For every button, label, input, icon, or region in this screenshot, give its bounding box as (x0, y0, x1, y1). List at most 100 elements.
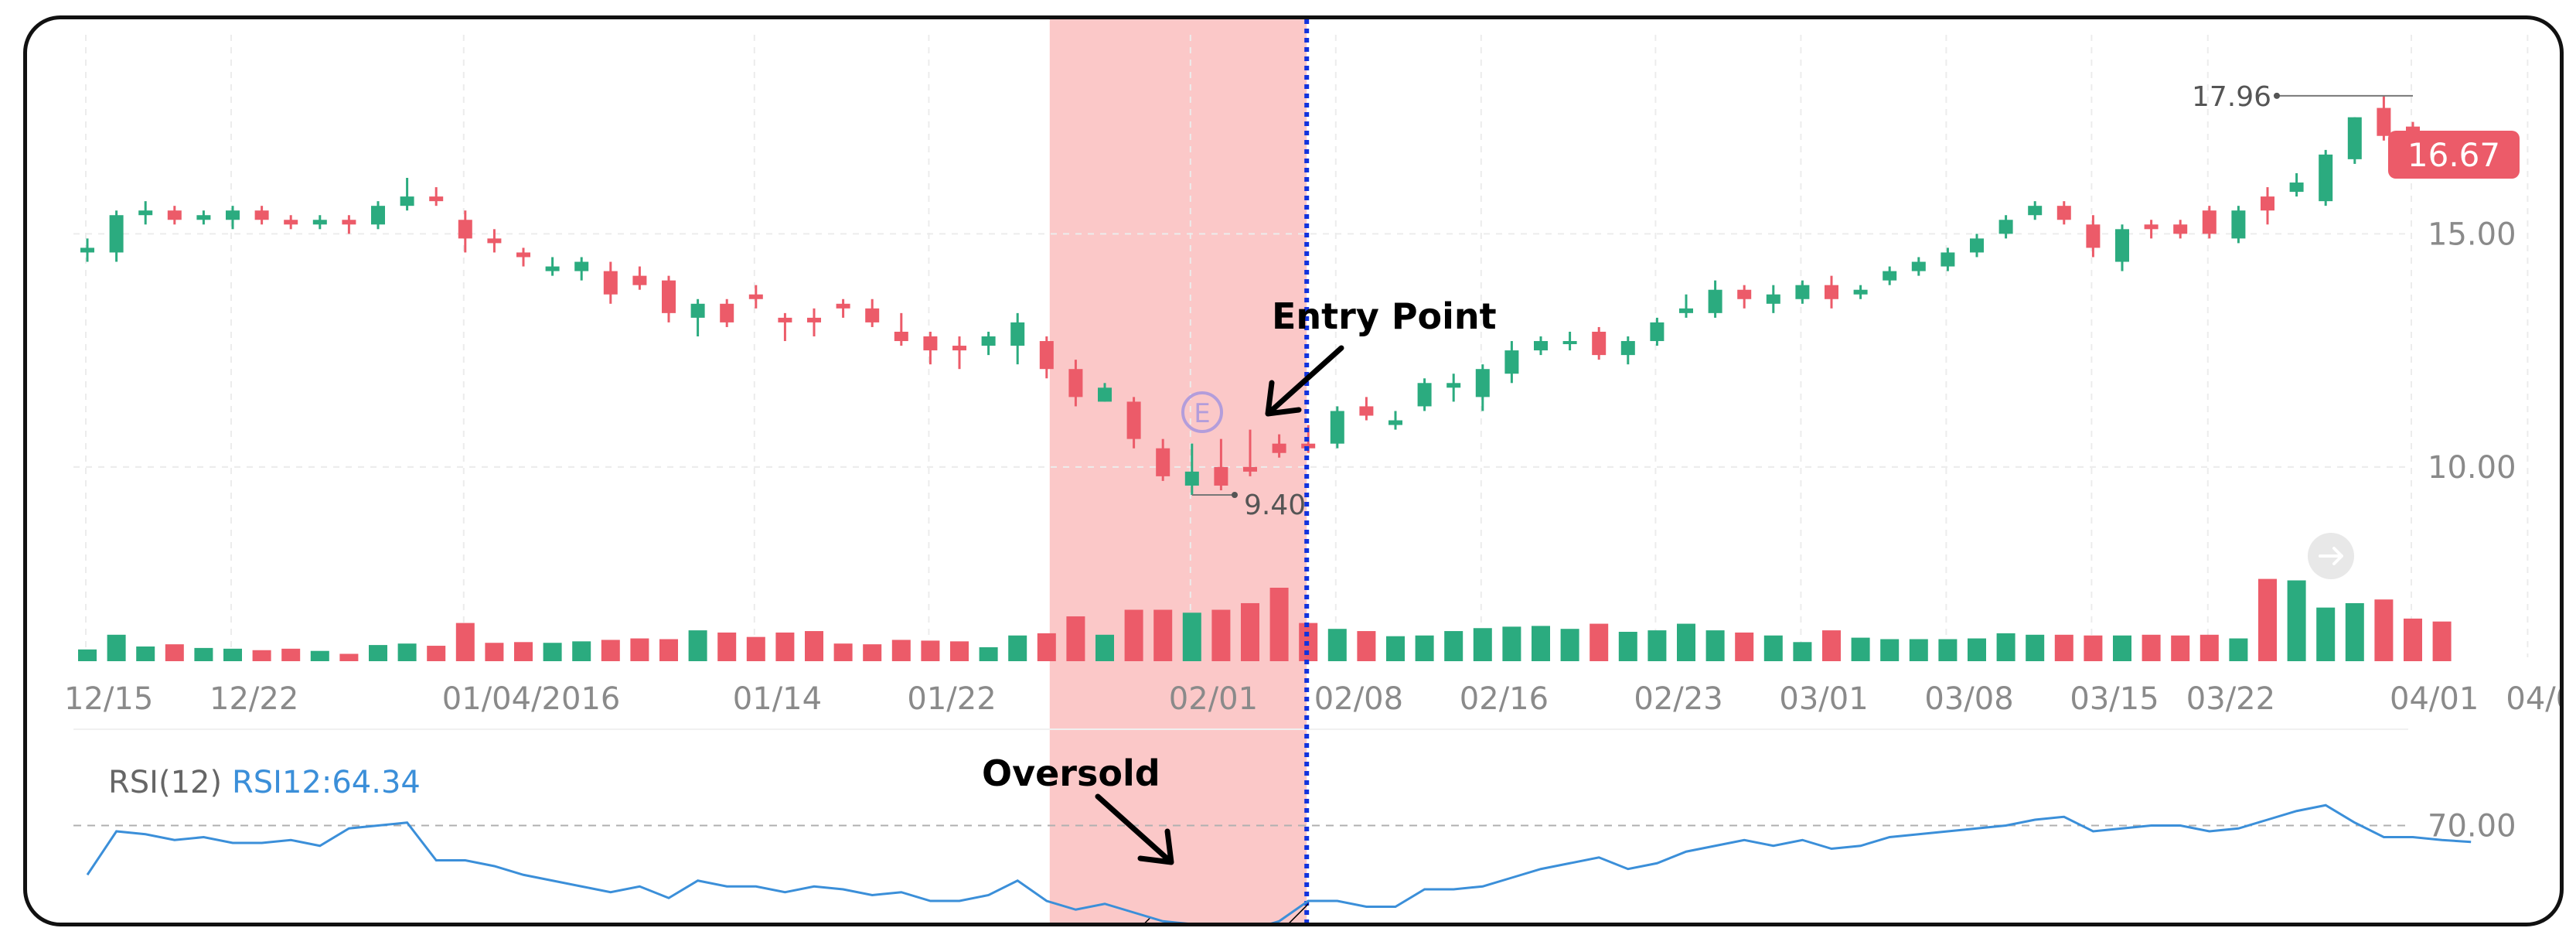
volume-bar (833, 643, 853, 661)
earnings-marker-circle[interactable] (1181, 391, 1223, 433)
date-tick-label: 02/16 (1460, 681, 1549, 717)
candle-body (1156, 448, 1170, 476)
volume-bar (2084, 635, 2103, 661)
candle-body (516, 252, 530, 258)
candle-body (1998, 220, 2013, 234)
candle-body (1330, 411, 1344, 444)
arrow-right-icon[interactable] (2319, 547, 2343, 565)
volume-bar (1532, 626, 1550, 661)
volume-bar (1822, 630, 1841, 661)
candle-body (748, 294, 763, 299)
candle-body (342, 220, 356, 225)
volume-bar (1938, 639, 1958, 661)
volume-bar (543, 643, 562, 661)
volume-bar (2316, 607, 2336, 661)
volume-bar (1968, 638, 1986, 661)
earnings-marker-letter[interactable]: E (1194, 398, 1210, 429)
volume-bar (2345, 602, 2364, 661)
volume-bar (2199, 634, 2219, 661)
high-price-marker: 17.96 (2192, 81, 2271, 113)
candle-body (1650, 322, 1665, 342)
candle-body (1853, 289, 1868, 295)
volume-bar (1066, 616, 1085, 661)
volume-bar (1677, 623, 1695, 661)
date-tick-label: 03/08 (1924, 681, 2013, 717)
price-tick-label: 15.00 (2428, 217, 2516, 252)
candle-body (894, 331, 908, 342)
volume-bar (1705, 630, 1725, 661)
rsi-line (86, 803, 2472, 923)
candle-body (720, 303, 734, 322)
volume-bar (601, 640, 620, 661)
volume-bar (863, 644, 882, 661)
candle-body (371, 206, 385, 225)
volume-bar (1444, 631, 1463, 661)
candle-body (1534, 341, 1548, 351)
candle-body (400, 196, 414, 206)
candle-body (1883, 271, 1897, 281)
oversold-arrow (1095, 793, 1174, 865)
candle-body (2231, 210, 2246, 239)
rsi-layer (73, 803, 2472, 923)
volume-bar (1909, 639, 1928, 661)
candle-body (2377, 107, 2391, 136)
volume-bar (1560, 629, 1579, 661)
volume-bar (252, 650, 271, 661)
volume-bar (339, 653, 359, 661)
candle-body (807, 317, 821, 322)
candle-body (1620, 341, 1635, 356)
volume-bar (1996, 633, 2015, 661)
candle-body (1243, 466, 1257, 472)
volume-bar (1241, 602, 1259, 661)
volume-bar (2171, 635, 2190, 661)
candle-layer (80, 19, 2449, 923)
candle-body (196, 215, 211, 220)
volume-bar (310, 650, 329, 661)
volume-bar (1037, 633, 1056, 661)
chart-frame: 10.00 15.00 12/15 12/22 01/04/2016 01/14 01/22… (23, 15, 2564, 926)
candle-body (1825, 285, 1838, 299)
date-tick-label: 01/22 (907, 681, 996, 717)
candle-body (167, 210, 182, 220)
candle-body (1098, 387, 1112, 402)
candle-body (836, 303, 850, 309)
candle-body (1679, 308, 1693, 313)
volume-bar (746, 636, 765, 661)
candle-body (2289, 183, 2304, 193)
candle-body (2319, 154, 2333, 202)
last-price-badge: 16.67 (2388, 131, 2520, 179)
date-tick-label: 03/15 (2070, 681, 2159, 717)
candle-body (574, 261, 589, 271)
volume-bar (1473, 628, 1492, 661)
volume-bar (194, 647, 213, 661)
earnings-marker[interactable]: E (1181, 391, 1223, 433)
volume-bar (1357, 631, 1376, 661)
volume-bar (1618, 632, 1637, 661)
candle-body (1184, 471, 1199, 486)
volume-bar (2432, 621, 2452, 661)
candle-body (1301, 443, 1316, 449)
volume-bar (427, 646, 446, 661)
stock-chart: 10.00 15.00 12/15 12/22 01/04/2016 01/14 01/22… (64, 19, 2560, 923)
volume-bar (688, 630, 707, 661)
axis-layer: 10.00 15.00 12/15 12/22 01/04/2016 01/14 01/22… (64, 217, 2560, 844)
volume-bar (1415, 635, 1434, 661)
scroll-right-button[interactable] (2308, 533, 2354, 579)
candle-body (2028, 206, 2043, 216)
candle-body (487, 238, 502, 244)
grid-layer (73, 35, 2529, 730)
candle-body (2347, 117, 2362, 159)
volume-bar (78, 649, 97, 661)
volume-bar (1211, 609, 1231, 661)
volume-bar (1647, 630, 1667, 661)
price-tick-label: 10.00 (2428, 450, 2516, 486)
volume-bar (1008, 635, 1027, 661)
volume-bar (485, 643, 504, 661)
volume-bar (891, 640, 911, 661)
candle-body (632, 275, 647, 285)
candle-body (1562, 341, 1577, 345)
volume-bar (1735, 632, 1754, 661)
oversold-hatch (1133, 901, 1309, 923)
volume-bar (1269, 588, 1289, 661)
candle-body (1010, 322, 1025, 346)
